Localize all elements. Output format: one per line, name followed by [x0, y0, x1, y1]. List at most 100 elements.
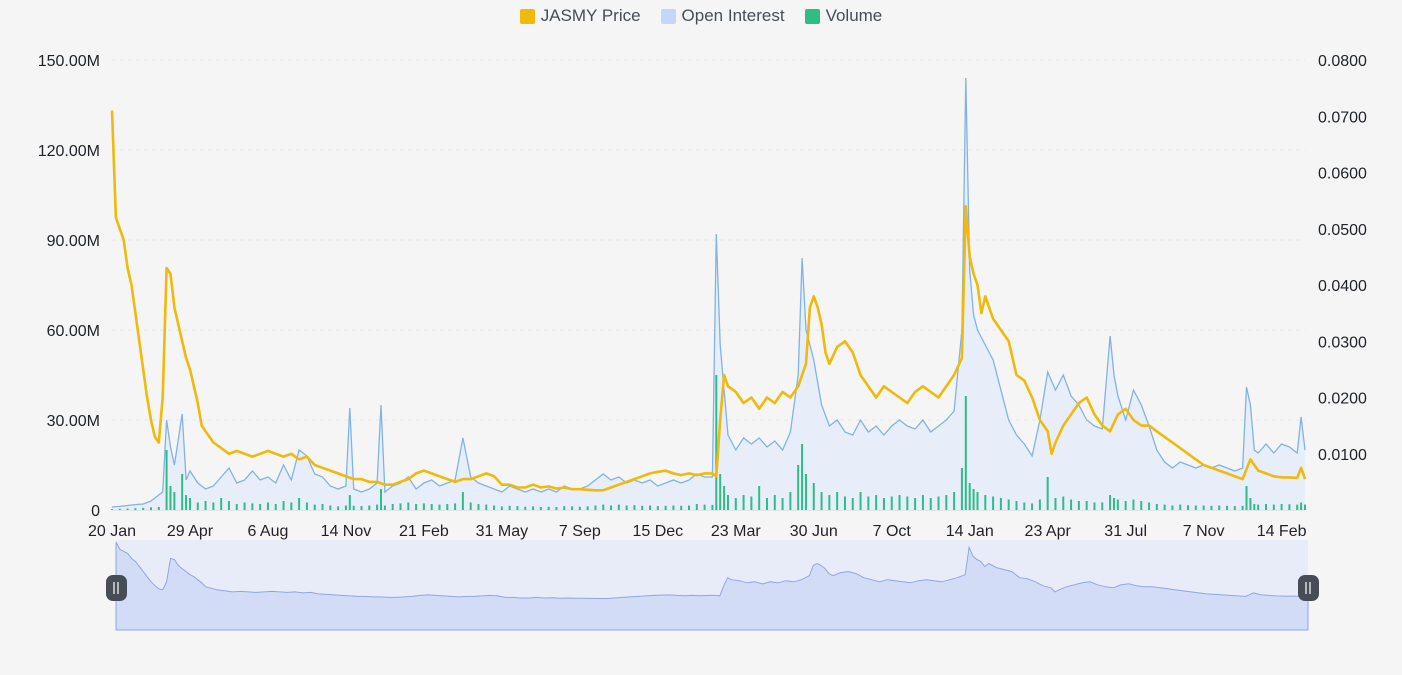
x-tick-label: 14 Feb: [1257, 523, 1307, 540]
volume-bar: [337, 506, 340, 510]
volume-bar: [851, 498, 854, 510]
navigator-series: [115, 541, 1309, 631]
volume-bar: [890, 496, 893, 510]
volume-bar: [715, 375, 718, 510]
x-tick-label: 31 Jul: [1104, 523, 1147, 540]
volume-bar: [649, 505, 652, 510]
volume-bar: [352, 505, 355, 510]
volume-bar: [157, 507, 160, 510]
legend-item-volume[interactable]: Volume: [804, 6, 882, 26]
volume-bar: [906, 496, 909, 510]
volume-bar: [383, 505, 386, 510]
legend-swatch: [804, 8, 820, 24]
y-right-tick-label: 0.0200: [1318, 391, 1367, 408]
volume-bar: [485, 504, 488, 510]
y-left-tick-label: 120.00M: [38, 143, 100, 160]
volume-bar: [820, 492, 823, 510]
volume-bar: [914, 498, 917, 510]
volume-bar: [391, 504, 394, 510]
pause-grip-icon[interactable]: [1298, 575, 1319, 601]
y-left-tick-label: 0: [91, 503, 100, 520]
volume-bar: [1300, 502, 1303, 510]
volume-bar: [726, 495, 729, 510]
volume-bar: [781, 498, 784, 510]
volume-bar: [1023, 502, 1026, 510]
y-right-tick-label: 0.0400: [1318, 278, 1367, 295]
volume-bar: [719, 474, 722, 510]
volume-bar: [1218, 505, 1221, 510]
volume-bar: [1077, 501, 1080, 510]
volume-bar: [196, 502, 199, 510]
volume-bar: [111, 509, 113, 510]
volume-bar: [1202, 505, 1205, 510]
volume-bar: [399, 503, 402, 510]
volume-bar: [765, 498, 768, 510]
volume-bar: [305, 502, 308, 510]
volume-bar: [828, 495, 831, 510]
volume-bar: [380, 489, 383, 510]
volume-bar: [1085, 501, 1088, 510]
volume-bar: [126, 508, 129, 510]
volume-bar: [220, 498, 223, 510]
pause-grip-icon[interactable]: [106, 575, 127, 601]
volume-bar: [181, 474, 184, 510]
volume-bar: [500, 506, 503, 510]
x-tick-label: 21 Feb: [399, 523, 449, 540]
main-chart: 0 30.00M 60.00M 90.00M 120.00M 150.00M 0.0100 0…: [38, 53, 1367, 540]
volume-bar: [134, 508, 137, 510]
x-tick-label: 6 Aug: [247, 523, 288, 540]
volume-bar: [1265, 504, 1268, 510]
volume-bar: [734, 498, 737, 510]
volume-bar: [1101, 502, 1104, 510]
y-right-tick-label: 0.0700: [1318, 109, 1367, 126]
volume-bar: [1288, 504, 1291, 510]
volume-bar: [329, 505, 332, 510]
y-right-tick-label: 0.0300: [1318, 334, 1367, 351]
x-tick-label: 7 Oct: [873, 523, 912, 540]
volume-bar: [882, 498, 885, 510]
volume-bar: [1163, 504, 1166, 510]
volume-bar: [259, 504, 262, 510]
volume-bar: [695, 504, 698, 510]
volume-bar: [1194, 505, 1197, 510]
volume-bar: [118, 508, 121, 510]
volume-bar: [282, 501, 285, 510]
volume-bar: [1046, 477, 1049, 510]
volume-bar: [999, 498, 1002, 510]
volume-bar: [992, 496, 995, 510]
volume-bar: [461, 492, 464, 510]
y-left-tick-label: 60.00M: [47, 323, 100, 340]
volume-bar: [1007, 499, 1010, 510]
volume-bar: [656, 506, 659, 510]
volume-bar: [547, 506, 550, 510]
legend-item-jasmy-price[interactable]: JASMY Price: [519, 6, 641, 26]
volume-bar: [571, 506, 574, 510]
volume-bar: [843, 496, 846, 510]
navigator-handle-right[interactable]: [1298, 575, 1319, 601]
volume-bar: [688, 505, 691, 510]
volume-bar: [1132, 499, 1135, 510]
volume-bar: [859, 492, 862, 510]
volume-bar: [516, 506, 519, 510]
volume-bar: [422, 503, 425, 510]
volume-bar: [1272, 504, 1275, 510]
volume-bar: [407, 502, 410, 510]
volume-bar: [360, 506, 363, 510]
volume-bar: [1304, 504, 1306, 510]
volume-bar: [185, 495, 188, 510]
volume-bar: [797, 465, 800, 510]
volume-bar: [212, 502, 215, 510]
volume-bar: [368, 505, 371, 510]
navigator-handle-left[interactable]: [106, 575, 127, 601]
volume-bar: [984, 495, 987, 510]
x-tick-label: 23 Mar: [711, 523, 761, 540]
volume-bar: [1245, 486, 1248, 510]
y-left-tick-label: 30.00M: [47, 413, 100, 430]
volume-bar: [469, 502, 472, 510]
volume-bar: [227, 501, 230, 510]
volume-bar: [1124, 501, 1127, 510]
volume-bar: [1109, 495, 1112, 510]
legend-item-open-interest[interactable]: Open Interest: [660, 6, 785, 26]
volume-bar: [1116, 499, 1119, 510]
